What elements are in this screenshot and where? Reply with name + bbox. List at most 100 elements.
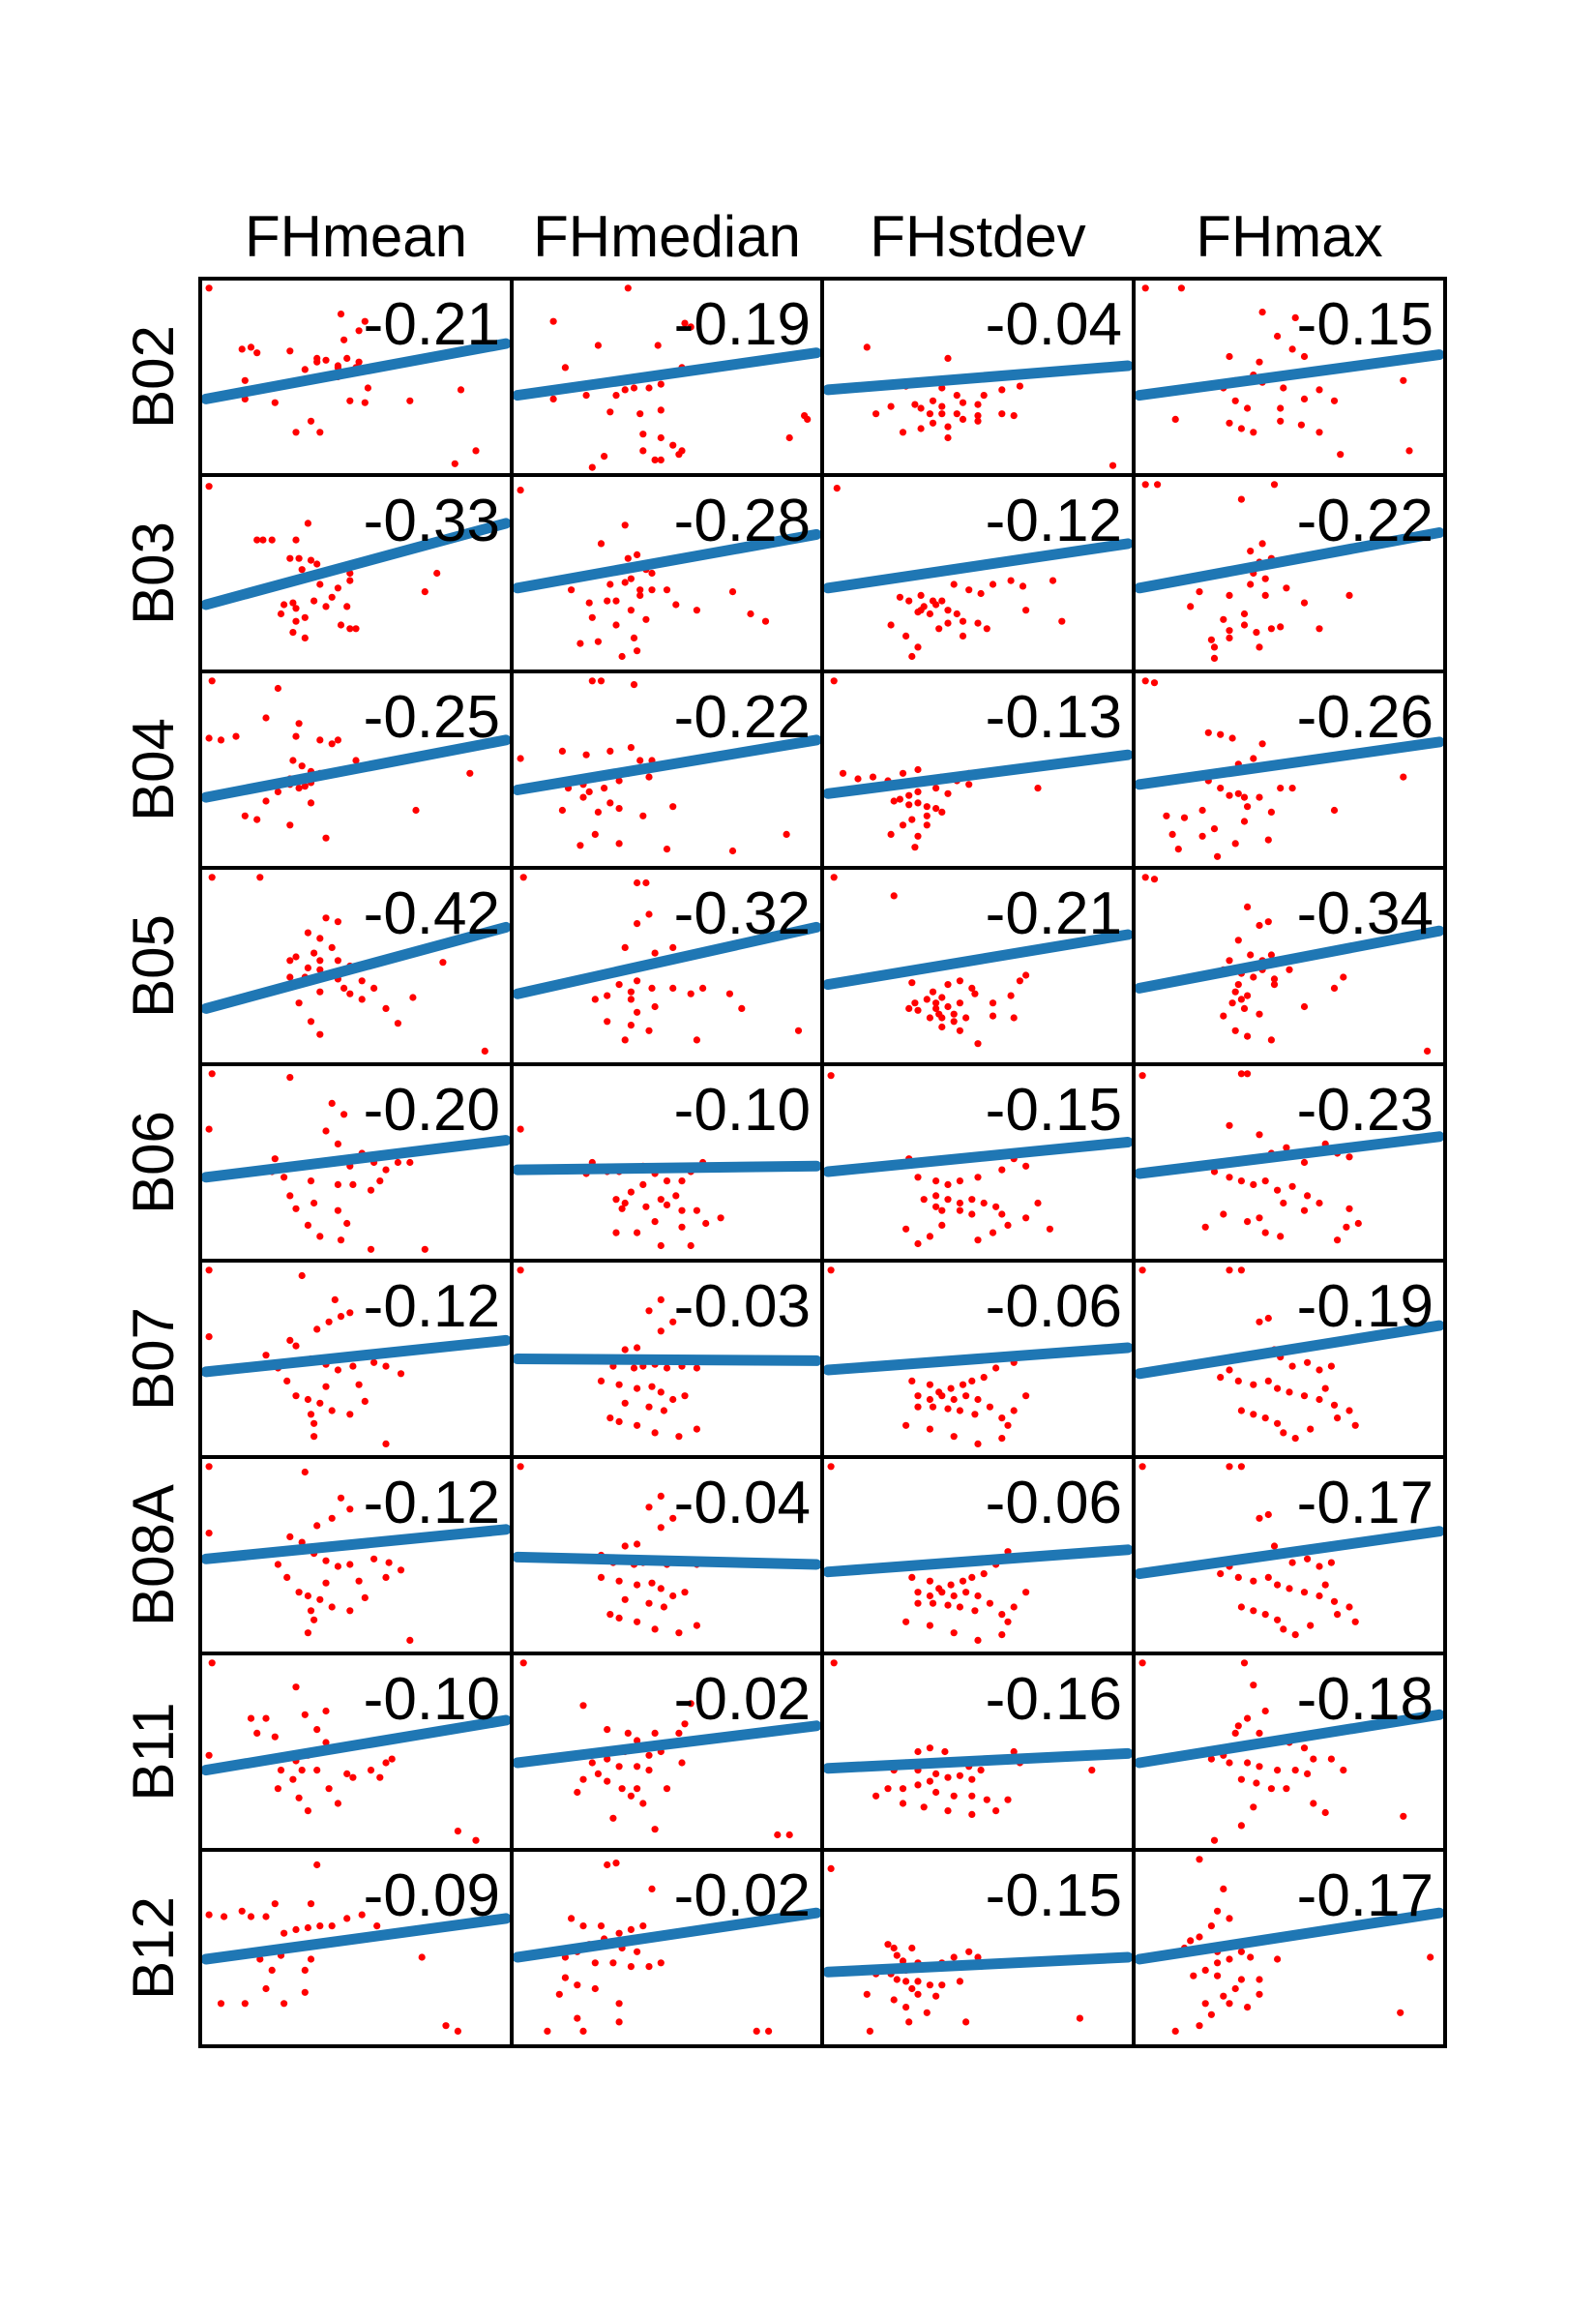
scatter-point [1076, 2014, 1083, 2022]
scatter-point [657, 1959, 665, 1967]
scatter-point [1237, 1463, 1245, 1471]
scatter-point [340, 1111, 348, 1118]
scatter-point [839, 769, 847, 777]
scatter-point [1300, 1002, 1309, 1011]
scatter-point [938, 808, 946, 817]
scatter-point [1300, 1392, 1309, 1400]
scatter-point [1345, 1205, 1353, 1212]
scatter-point [1264, 1573, 1272, 1581]
scatter-point [642, 878, 650, 887]
scatter-point [601, 785, 608, 792]
scatter-point [412, 806, 420, 815]
scatter-point [902, 1225, 910, 1233]
scatter-point [794, 1027, 803, 1034]
scatter-point [286, 1074, 294, 1082]
scatter-point [1022, 1392, 1030, 1400]
scatter-point [355, 1577, 363, 1585]
scatter-point [938, 410, 946, 418]
scatter-point [929, 1599, 937, 1607]
scatter-point [1226, 1759, 1233, 1767]
scatter-point [899, 1957, 907, 1965]
scatter-point [1297, 421, 1305, 429]
scatter-point [687, 990, 695, 997]
scatter-point [322, 914, 330, 922]
scatter-point [370, 984, 378, 992]
scatter-point [316, 1030, 324, 1038]
scatter-point [262, 1714, 270, 1722]
scatter-point [687, 1241, 695, 1250]
correlation-label: -0.12 [364, 1273, 500, 1340]
scatter-point [283, 1573, 291, 1581]
scatter-point [1022, 1589, 1030, 1596]
scatter-point [346, 1411, 354, 1418]
scatter-point [1237, 1948, 1245, 1955]
scatter-point [322, 603, 330, 610]
scatter-point [1315, 429, 1323, 436]
scatter-point [579, 2027, 587, 2035]
scatter-point [914, 832, 922, 840]
scatter-point [1291, 1631, 1299, 1639]
scatter-point [1220, 1210, 1227, 1218]
scatter-point [1274, 1955, 1282, 1963]
panel-b05-fhmedian: -0.32 [510, 866, 824, 1066]
scatter-point [634, 1008, 641, 1016]
regression-line [1134, 1131, 1445, 1179]
scatter-point [1277, 417, 1285, 425]
scatter-point [887, 402, 895, 410]
scatter-point [349, 1773, 357, 1781]
scatter-point [316, 966, 324, 973]
scatter-point [1177, 284, 1185, 292]
scatter-point [1304, 1192, 1312, 1200]
correlation-label: -0.33 [364, 488, 500, 554]
scatter-point [639, 447, 647, 455]
scatter-point [645, 910, 653, 918]
scatter-point [1141, 874, 1149, 881]
scatter-point [604, 1018, 611, 1026]
scatter-point [914, 1006, 922, 1014]
regression-line [200, 1334, 512, 1378]
scatter-point [313, 1861, 321, 1869]
scatter-point [1244, 803, 1252, 811]
scatter-point [576, 640, 584, 647]
scatter-point [905, 597, 913, 605]
scatter-point [926, 1777, 934, 1785]
scatter-point [627, 1022, 635, 1029]
scatter-point [519, 874, 527, 881]
scatter-point [1244, 1218, 1252, 1226]
scatter-point [1007, 577, 1015, 584]
correlation-label: -0.16 [986, 1666, 1122, 1733]
scatter-point [268, 1966, 276, 1974]
scatter-point [346, 577, 354, 584]
scatter-point [728, 588, 737, 596]
scatter-point [615, 981, 623, 989]
scatter-point [322, 1707, 330, 1715]
scatter-point [337, 1313, 345, 1321]
scatter-point [1256, 1010, 1263, 1018]
scatter-point [307, 1607, 315, 1615]
scatter-point [1400, 773, 1407, 781]
scatter-point [1264, 1510, 1272, 1519]
scatter-point [615, 1614, 623, 1622]
scatter-point [974, 401, 982, 408]
scatter-point [783, 830, 790, 839]
scatter-point [1256, 1990, 1263, 1998]
row-title-b06: B06 [121, 1111, 186, 1214]
scatter-point [618, 652, 626, 661]
scatter-point [634, 1384, 641, 1392]
scatter-point [1424, 1047, 1432, 1055]
scatter-point [549, 395, 557, 402]
scatter-point [585, 788, 593, 796]
scatter-point [956, 1978, 964, 1985]
scatter-point [307, 1900, 315, 1908]
scatter-point [627, 1963, 635, 1971]
scatter-point [292, 1342, 300, 1350]
scatter-point [337, 311, 345, 318]
scatter-point [944, 607, 952, 614]
scatter-point [926, 1981, 934, 1989]
scatter-point [950, 580, 958, 588]
scatter-point [914, 643, 922, 651]
scatter-point [998, 386, 1006, 394]
scatter-point [992, 1203, 1000, 1210]
scatter-point [687, 1700, 695, 1708]
scatter-point [286, 957, 294, 965]
